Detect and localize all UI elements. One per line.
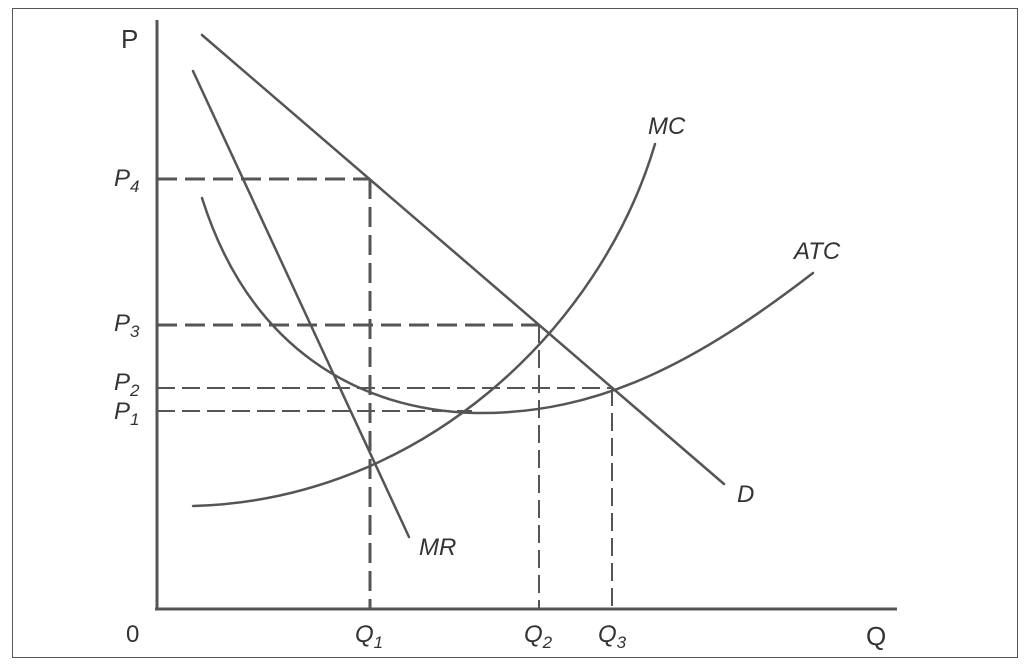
y-axis-label: P <box>121 24 138 54</box>
p1-label: P1 <box>114 398 139 429</box>
demand-label: D <box>737 481 754 508</box>
mr-label: MR <box>419 534 456 561</box>
mr-curve <box>191 69 411 539</box>
p3-label: P3 <box>114 310 140 341</box>
q2-label: Q2 <box>524 621 553 652</box>
mc-label: MC <box>648 113 686 140</box>
q3-label: Q3 <box>598 621 627 652</box>
x-axis-label: Q <box>866 621 886 651</box>
origin-label: 0 <box>126 621 139 648</box>
q1-label: Q1 <box>355 621 383 652</box>
diagram-frame <box>12 8 1018 658</box>
atc-label: ATC <box>792 238 841 265</box>
atc-curve <box>200 196 815 415</box>
mc-curve <box>191 142 657 508</box>
demand-curve <box>200 33 726 486</box>
p2-label: P2 <box>114 369 140 400</box>
p4-label: P4 <box>114 165 139 196</box>
